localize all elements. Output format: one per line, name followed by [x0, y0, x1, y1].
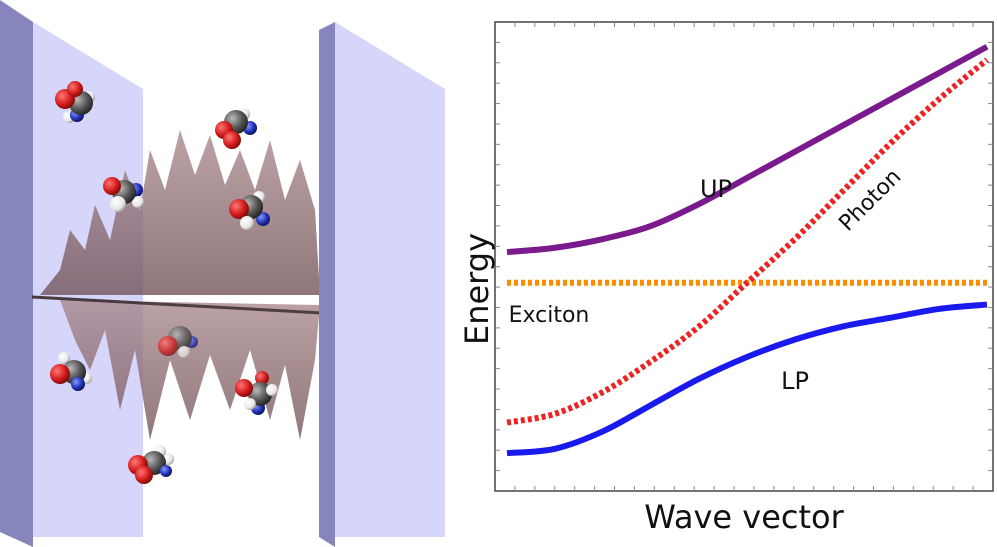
dispersion-chart: Wave vector Energy UP Photon Exciton LP	[458, 21, 994, 536]
molecule	[50, 352, 92, 391]
molecule	[235, 371, 278, 415]
molecule	[103, 177, 144, 212]
molecule	[128, 445, 174, 484]
series-label-lp: LP	[781, 367, 809, 395]
series-label-exciton: Exciton	[509, 303, 590, 328]
axis-ticks	[495, 22, 993, 491]
x-axis-label: Wave vector	[644, 498, 844, 536]
right-mirror-side	[319, 22, 335, 547]
molecule	[55, 81, 95, 123]
series-line-lp	[506, 301, 988, 457]
series-label-up: UP	[700, 175, 732, 203]
wave-lower-lobes	[60, 300, 320, 440]
right-mirror	[319, 22, 445, 547]
molecules	[50, 81, 278, 484]
cavity-illustration	[0, 0, 445, 547]
plot-frame	[494, 21, 994, 492]
cavity-axis-line	[31, 295, 323, 315]
series-line-up	[506, 44, 989, 256]
series-line-photon	[506, 57, 989, 426]
right-mirror-face	[335, 22, 445, 537]
series-layer	[506, 44, 989, 457]
molecule	[215, 108, 257, 149]
cavity-field-wave	[31, 130, 323, 440]
wave-upper-lobes	[40, 130, 320, 295]
y-axis-label: Energy	[458, 233, 496, 345]
left-mirror-side	[0, 0, 33, 547]
molecule	[158, 326, 198, 358]
molecule	[229, 191, 270, 230]
